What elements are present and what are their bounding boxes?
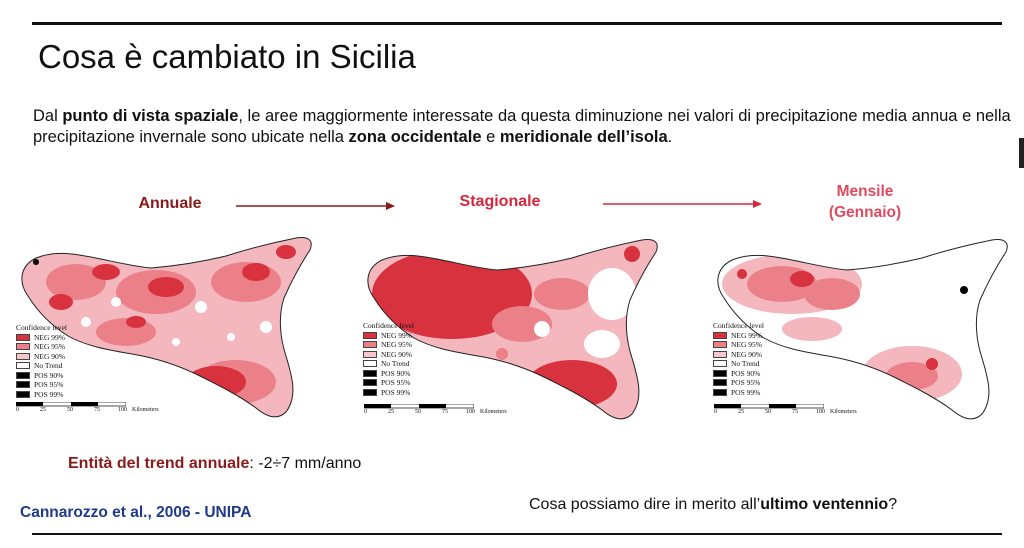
legend-item: NEG 95% <box>363 340 414 350</box>
scale-bar-annuale: 0 25 50 75 100 Kilometers <box>16 402 176 416</box>
scale-tick: 25 <box>40 407 46 413</box>
legend-item: POS 90% <box>363 369 414 379</box>
scale-unit: Kilometers <box>132 407 159 413</box>
map-label-stagionale: Stagionale <box>459 193 541 210</box>
scale-bar-stagionale: 0 25 50 75 100 Kilometers <box>364 404 524 418</box>
scale-tick: 0 <box>16 407 19 413</box>
scale-tick: 50 <box>765 409 771 415</box>
scale-tick: 50 <box>67 407 73 413</box>
sicily-map-mensile <box>717 239 1008 420</box>
intro-paragraph: Dal punto di vista spaziale, le aree mag… <box>33 107 1011 146</box>
scale-tick: 0 <box>364 409 367 415</box>
scale-tick: 100 <box>466 409 475 415</box>
top-rule <box>32 22 1002 25</box>
scale-tick: 0 <box>714 409 717 415</box>
scale-unit: Kilometers <box>830 409 857 415</box>
legend-item: POS 99% <box>16 390 67 400</box>
scale-tick: 25 <box>388 409 394 415</box>
legend-item: NEG 90% <box>713 350 764 360</box>
legend-item: NEG 99% <box>363 331 414 341</box>
scale-tick: 75 <box>94 407 100 413</box>
legend-item: POS 95% <box>16 380 67 390</box>
legend-stagionale: Confidence level NEG 99% NEG 95% NEG 90%… <box>363 321 414 397</box>
arrow-icon <box>236 202 395 210</box>
scale-tick: 50 <box>415 409 421 415</box>
bottom-rule <box>32 533 1002 535</box>
legend-item: No Trend <box>363 359 414 369</box>
trend-statement: Entità del trend annuale: -2÷7 mm/anno <box>68 455 361 473</box>
map-label-mensile-line2: (Gennaio) <box>828 204 902 221</box>
legend-mensile: Confidence level NEG 99% NEG 95% NEG 90%… <box>713 321 764 397</box>
legend-item: NEG 90% <box>363 350 414 360</box>
sicily-map-annuale <box>21 237 312 418</box>
map-label-mensile: Mensile (Gennaio) <box>800 181 930 223</box>
legend-item: NEG 90% <box>16 352 67 362</box>
scale-tick: 100 <box>816 409 825 415</box>
legend-item: POS 95% <box>713 378 764 388</box>
legend-title: Confidence level <box>16 323 68 332</box>
legend-item: NEG 95% <box>713 340 764 350</box>
legend-item: POS 95% <box>363 378 414 388</box>
legend-title: Confidence level <box>713 321 765 330</box>
slide-title: Cosa è cambiato in Sicilia <box>38 38 416 75</box>
citation: Cannarozzo et al., 2006 - UNIPA <box>20 504 252 521</box>
map-label-annuale: Annuale <box>138 195 202 212</box>
legend-item: NEG 99% <box>16 333 67 343</box>
sicily-map-stagionale <box>367 239 658 420</box>
legend-title: Confidence level <box>363 321 415 330</box>
legend-item: POS 90% <box>713 369 764 379</box>
trend-value: : -2÷7 mm/anno <box>249 455 362 472</box>
legend-item: No Trend <box>713 359 764 369</box>
trend-label: Entità del trend annuale <box>68 455 250 472</box>
legend-annuale: Confidence level NEG 99% NEG 95% NEG 90%… <box>16 323 67 399</box>
legend-item: No Trend <box>16 361 67 371</box>
legend-item: POS 90% <box>16 371 67 381</box>
legend-item: POS 99% <box>713 388 764 398</box>
scale-tick: 75 <box>442 409 448 415</box>
legend-item: NEG 99% <box>713 331 764 341</box>
scale-tick: 100 <box>118 407 127 413</box>
closing-question: Cosa possiamo dire in merito all’ultimo … <box>529 496 898 513</box>
scale-unit: Kilometers <box>480 409 507 415</box>
arrow-icon <box>603 200 762 208</box>
map-label-mensile-line1: Mensile <box>836 183 894 200</box>
scale-tick: 75 <box>792 409 798 415</box>
scale-tick: 25 <box>738 409 744 415</box>
scale-bar-mensile: 0 25 50 75 100 Kilometers <box>714 404 874 418</box>
edge-marker <box>1019 138 1024 168</box>
legend-item: NEG 95% <box>16 342 67 352</box>
legend-item: POS 99% <box>363 388 414 398</box>
